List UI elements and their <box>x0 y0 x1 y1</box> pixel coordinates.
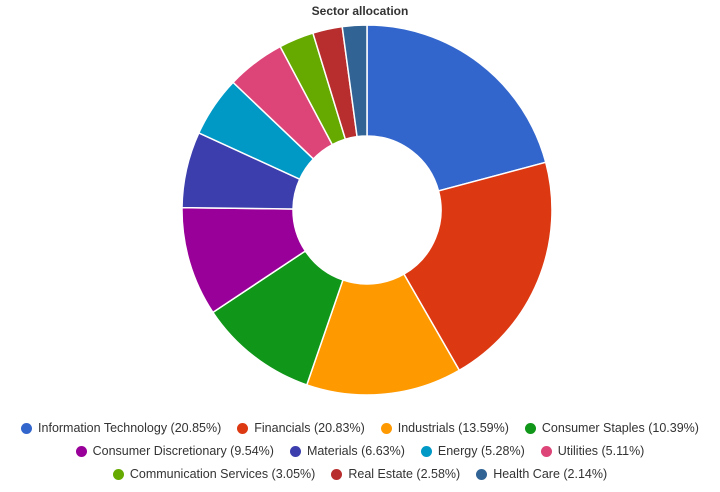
legend-item-materials[interactable]: Materials (6.63%) <box>289 444 405 458</box>
legend-item-utilities[interactable]: Utilities (5.11%) <box>540 444 645 458</box>
legend-label: Financials (20.83%) <box>254 421 365 435</box>
legend-label: Utilities (5.11%) <box>557 444 645 458</box>
legend-row: Communication Services (3.05%) Real Estat… <box>0 467 720 481</box>
legend-label: Consumer Discretionary (9.54%) <box>92 444 274 458</box>
legend-label: Materials (6.63%) <box>306 444 405 458</box>
legend-item-consumer-staples[interactable]: Consumer Staples (10.39%) <box>524 421 699 435</box>
slice-industrials[interactable] <box>305 273 461 396</box>
donut-chart <box>181 24 553 396</box>
legend-item-communication-services[interactable]: Communication Services (3.05%) <box>112 467 316 481</box>
legend-label: Communication Services (3.05%) <box>129 467 316 481</box>
legend-label: Real Estate (2.58%) <box>348 467 461 481</box>
legend-marker <box>380 422 392 434</box>
legend-marker <box>75 445 87 457</box>
legend-item-health-care[interactable]: Health Care (2.14%) <box>476 467 607 481</box>
legend-label: Information Technology (20.85%) <box>38 421 222 435</box>
legend-label: Industrials (13.59%) <box>397 421 509 435</box>
legend-item-consumer-discretionary[interactable]: Consumer Discretionary (9.54%) <box>75 444 274 458</box>
legend-marker <box>540 445 552 457</box>
slice-financials[interactable] <box>402 161 553 372</box>
legend-marker <box>420 445 432 457</box>
legend-item-information-technology[interactable]: Information Technology (20.85%) <box>21 421 221 435</box>
legend-row: Consumer Discretionary (9.54%) Materials … <box>0 444 720 458</box>
chart-title: Sector allocation <box>311 4 409 18</box>
legend-label: Health Care (2.14%) <box>493 467 608 481</box>
legend-marker <box>112 468 124 480</box>
slice-health-care[interactable] <box>341 24 368 138</box>
legend-marker <box>476 468 488 480</box>
legend-marker <box>331 468 343 480</box>
legend-marker <box>524 422 536 434</box>
legend-label: Energy (5.28%) <box>437 444 525 458</box>
legend-item-real-estate[interactable]: Real Estate (2.58%) <box>331 467 460 481</box>
legend-marker <box>21 422 33 434</box>
legend-marker <box>289 445 301 457</box>
legend-item-financials[interactable]: Financials (20.83%) <box>237 421 365 435</box>
legend-item-industrials[interactable]: Industrials (13.59%) <box>380 421 509 435</box>
slice-information-technology[interactable] <box>366 24 547 192</box>
legend-marker <box>237 422 249 434</box>
legend-row: Information Technology (20.85%) Financial… <box>0 421 720 435</box>
legend-item-energy[interactable]: Energy (5.28%) <box>420 444 525 458</box>
legend-label: Consumer Staples (10.39%) <box>541 421 699 435</box>
